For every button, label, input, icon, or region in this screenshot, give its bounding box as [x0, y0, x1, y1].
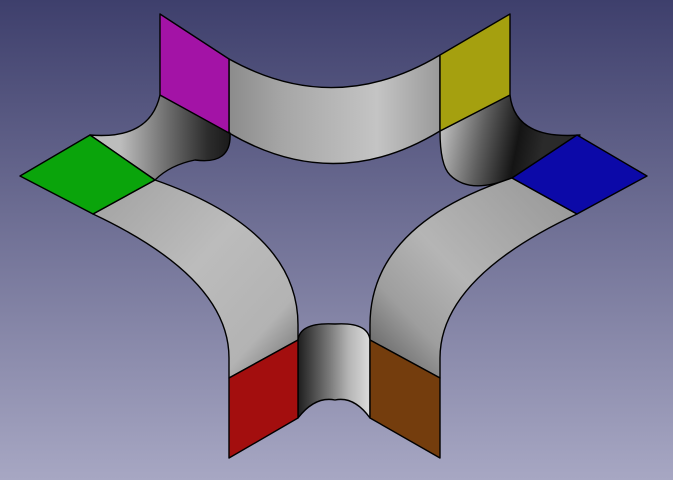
brown-face[interactable] [369, 339, 441, 459]
upper-right-notch-surface[interactable] [439, 94, 581, 187]
yellow-face[interactable] [439, 13, 511, 132]
blue-face[interactable] [511, 134, 648, 215]
red-face[interactable] [228, 339, 299, 459]
magenta-face[interactable] [159, 13, 230, 134]
green-face[interactable] [19, 134, 156, 215]
